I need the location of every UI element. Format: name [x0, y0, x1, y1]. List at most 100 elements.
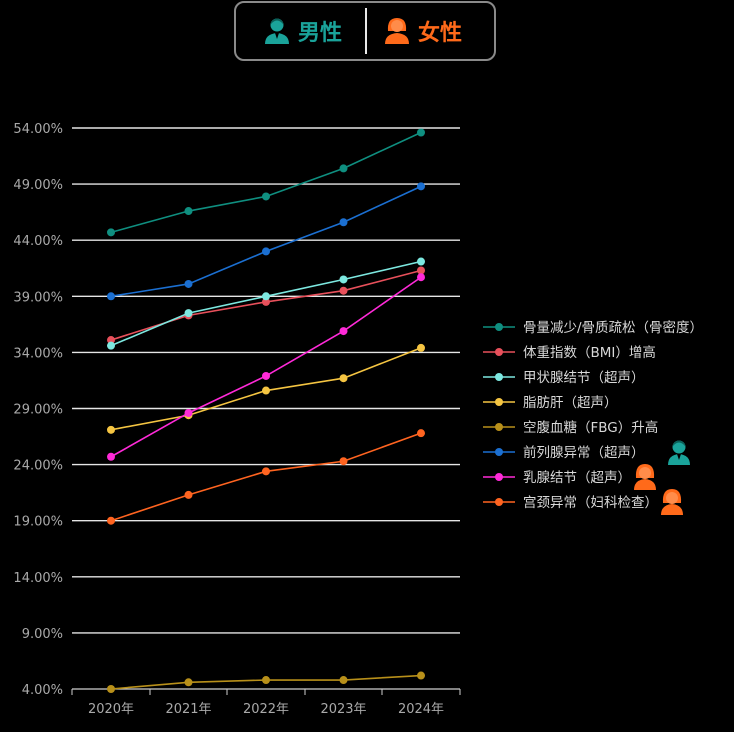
data-point[interactable] — [417, 257, 425, 266]
series-1 — [107, 128, 425, 237]
legend-swatch-dot — [495, 498, 503, 506]
data-point[interactable] — [184, 408, 193, 417]
data-point[interactable] — [262, 386, 270, 395]
data-point[interactable] — [339, 327, 348, 336]
y-tick-label: 19.00% — [13, 515, 63, 530]
legend-label: 甲状腺结节（超声） — [523, 370, 645, 386]
legend-swatch-dot — [495, 323, 503, 331]
y-tick-label: 49.00% — [13, 178, 63, 193]
x-tick-label: 2024年 — [398, 702, 444, 717]
series-line — [110, 432, 422, 522]
data-point[interactable] — [417, 671, 425, 680]
male-avatar-icon — [668, 440, 690, 465]
toggle-divider — [365, 8, 367, 54]
grid-lines — [72, 127, 460, 690]
data-point[interactable] — [262, 676, 270, 685]
series-4 — [107, 343, 425, 434]
series-line — [110, 131, 422, 234]
y-tick-label: 29.00% — [13, 403, 63, 418]
data-point[interactable] — [262, 371, 270, 380]
data-point[interactable] — [339, 374, 348, 383]
data-point[interactable] — [107, 516, 115, 525]
legend-item[interactable]: 骨量减少/骨质疏松（骨密度） — [483, 319, 703, 336]
legend-item[interactable]: 空腹血糖（FBG）升高 — [483, 419, 658, 436]
legend-label: 宫颈异常（妇科检查） — [523, 494, 658, 511]
data-point[interactable] — [417, 429, 425, 438]
legend-label: 空腹血糖（FBG）升高 — [523, 419, 658, 436]
legend-swatch-dot — [495, 423, 503, 431]
data-point[interactable] — [107, 425, 115, 434]
data-point[interactable] — [184, 490, 193, 499]
data-point[interactable] — [262, 297, 270, 306]
data-point[interactable] — [262, 292, 270, 301]
data-point[interactable] — [339, 676, 348, 685]
legend-item[interactable]: 甲状腺结节（超声） — [483, 370, 645, 386]
data-point[interactable] — [262, 247, 270, 256]
x-tick-label: 2022年 — [243, 702, 289, 717]
data-point[interactable] — [339, 457, 348, 466]
legend-label: 体重指数（BMI）增高 — [523, 344, 656, 361]
female-filter-button[interactable]: 女性 — [384, 3, 462, 59]
data-point[interactable] — [107, 228, 115, 237]
y-tick-label: 54.00% — [13, 122, 63, 137]
data-point[interactable] — [184, 678, 193, 687]
series-6 — [107, 182, 425, 301]
data-point[interactable] — [339, 275, 348, 284]
data-point[interactable] — [262, 192, 270, 201]
y-tick-label: 4.00% — [22, 683, 63, 698]
data-point[interactable] — [184, 207, 193, 216]
y-tick-label: 34.00% — [13, 346, 63, 361]
female-label: 女性 — [418, 21, 463, 46]
series-lines — [107, 128, 425, 693]
x-tick-label: 2021年 — [165, 702, 211, 717]
legend-swatch-dot — [495, 473, 503, 481]
data-point[interactable] — [339, 164, 348, 173]
series-line — [110, 185, 422, 298]
y-tick-label: 14.00% — [13, 571, 63, 586]
data-point[interactable] — [107, 292, 115, 301]
male-filter-button[interactable]: 男性 — [264, 3, 342, 59]
data-point[interactable] — [262, 467, 270, 476]
series-3 — [107, 257, 425, 350]
male-label: 男性 — [298, 21, 343, 46]
series-5 — [107, 671, 425, 693]
female-avatar-icon — [385, 18, 409, 44]
legend-item[interactable]: 脂肪肝（超声） — [483, 395, 618, 411]
data-point[interactable] — [107, 452, 115, 461]
data-point[interactable] — [417, 273, 425, 282]
data-point[interactable] — [107, 341, 115, 350]
data-point[interactable] — [417, 182, 425, 191]
data-point[interactable] — [107, 336, 115, 345]
legend-swatch-dot — [495, 398, 503, 406]
data-point[interactable] — [417, 343, 425, 352]
female-avatar-icon — [661, 489, 683, 515]
legend-label: 前列腺异常（超声） — [523, 444, 645, 461]
legend-label: 乳腺结节（超声） — [523, 470, 631, 486]
legend-swatch-dot — [495, 373, 503, 381]
y-tick-label: 39.00% — [13, 290, 63, 305]
female-avatar-icon — [634, 464, 656, 490]
y-tick-label: 24.00% — [13, 459, 63, 474]
x-axis: 2020年 2021年 2022年 2023年 2024年 — [71, 689, 461, 717]
data-point[interactable] — [107, 685, 115, 693]
y-tick-label: 44.00% — [13, 234, 63, 249]
data-point[interactable] — [339, 286, 348, 295]
legend-label: 脂肪肝（超声） — [523, 395, 618, 411]
legend-swatch-dot — [495, 348, 503, 356]
y-axis-ticks: 54.00% 49.00% 44.00% 39.00% 34.00% 29.00% 24.0… — [13, 122, 63, 698]
series-8 — [107, 429, 425, 525]
data-point[interactable] — [339, 218, 348, 227]
gender-toggle: 男性 女性 — [234, 1, 496, 61]
data-point[interactable] — [184, 279, 193, 288]
series-7 — [107, 273, 425, 461]
x-tick-label: 2020年 — [88, 702, 134, 717]
legend-item[interactable]: 乳腺结节（超声） — [483, 464, 656, 490]
legend-swatch-dot — [495, 448, 503, 456]
legend-item[interactable]: 体重指数（BMI）增高 — [483, 344, 656, 361]
legend-item[interactable]: 前列腺异常（超声） — [483, 440, 690, 466]
data-point[interactable] — [417, 128, 425, 137]
data-point[interactable] — [417, 266, 425, 275]
legend-item[interactable]: 宫颈异常（妇科检查） — [483, 489, 683, 515]
data-point[interactable] — [184, 309, 193, 318]
